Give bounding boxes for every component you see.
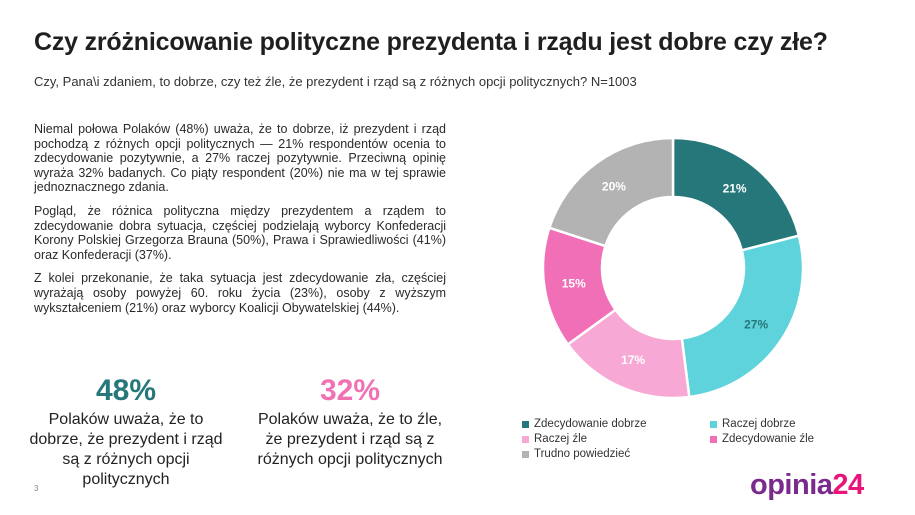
slice-label: 20% (602, 180, 626, 194)
legend-label: Raczej dobrze (722, 418, 796, 430)
slice-label: 17% (621, 353, 645, 367)
legend-swatch (522, 435, 529, 443)
donut-slice (680, 234, 805, 399)
logo-word: opinia (750, 469, 833, 501)
slice-label: 21% (723, 182, 747, 196)
legend-swatch (522, 450, 529, 458)
legend-label: Zdecydowanie źle (722, 433, 815, 445)
stat-bad: 32% Polaków uważa, że to źle, że prezyde… (250, 374, 450, 470)
stat-bad-description: Polaków uważa, że to źle, że prezydent i… (257, 411, 443, 468)
legend-swatch (522, 420, 529, 428)
legend-item: Raczej źle (522, 433, 587, 445)
legend-label: Trudno powiedzieć (534, 448, 631, 460)
legend-item: Raczej dobrze (710, 418, 796, 430)
legend-label: Zdecydowanie dobrze (534, 418, 647, 430)
opinia24-logo: opinia 24 (750, 469, 864, 502)
page-title: Czy zróżnicowanie polityczne prezydenta … (34, 28, 828, 56)
stat-good-value: 48% (95, 374, 157, 407)
legend-label: Raczej źle (534, 433, 588, 445)
summary-paragraph: Pogląd, że różnica polityczna między pre… (34, 203, 446, 262)
donut-slice (671, 136, 801, 252)
stat-good: 48% Polaków uważa, że to dobrze, że prez… (26, 374, 226, 490)
donut-slice (547, 136, 675, 248)
summary-text: Niemal połowa Polaków (48%) uważa, że to… (34, 122, 446, 324)
stat-good-description: Polaków uważa, że to dobrze, że prezyden… (29, 411, 223, 488)
slice-label: 15% (562, 277, 586, 291)
page-number: 3 (34, 484, 39, 493)
summary-paragraph: Niemal połowa Polaków (48%) uważa, że to… (34, 122, 446, 195)
logo-number: 24 (832, 469, 864, 501)
legend-swatch (710, 435, 717, 443)
legend-item: Zdecydowanie dobrze (522, 418, 647, 430)
donut-chart: 21% 27% 17% 15% 20% (541, 136, 805, 400)
legend-item: Trudno powiedzieć (522, 448, 630, 460)
stat-bad-value: 32% (319, 374, 381, 407)
slice-label: 27% (744, 317, 768, 331)
legend-item: Zdecydowanie źle (710, 433, 814, 445)
summary-paragraph: Z kolei przekonanie, że taka sytuacja je… (34, 271, 446, 315)
legend-swatch (710, 420, 717, 428)
survey-question: Czy, Pana\i zdaniem, to dobrze, czy też … (34, 74, 637, 89)
